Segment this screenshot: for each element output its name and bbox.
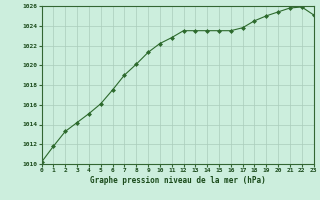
X-axis label: Graphe pression niveau de la mer (hPa): Graphe pression niveau de la mer (hPa) xyxy=(90,176,266,185)
